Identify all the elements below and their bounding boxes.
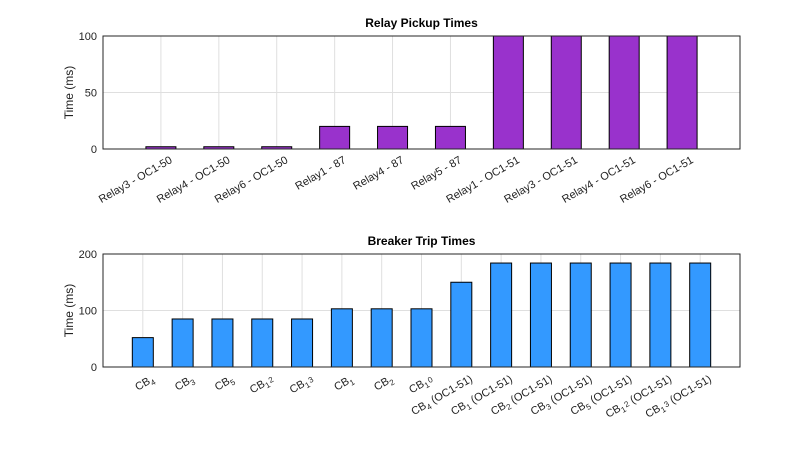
y-axis-label: Time (ms) (62, 284, 76, 338)
bar (434, 125, 466, 150)
x-tick-label: Relay1 - 87 (293, 154, 348, 193)
y-tick-label: 200 (79, 249, 97, 261)
bar (490, 262, 513, 368)
y-tick-label: 0 (91, 362, 97, 374)
bar (689, 262, 712, 368)
chart-title: Breaker Trip Times (368, 234, 476, 248)
y-tick-label: 50 (85, 88, 97, 100)
axes-box (102, 253, 741, 368)
bar (171, 318, 194, 368)
bar (291, 318, 314, 368)
y-tick-label: 100 (79, 306, 97, 318)
x-tick-label: CB4 (133, 373, 158, 395)
bar (649, 262, 672, 368)
bar (608, 35, 640, 150)
bar (529, 262, 552, 368)
x-tick-label: Relay4 - 87 (351, 154, 406, 193)
bar (410, 308, 433, 368)
y-tick-label: 100 (79, 31, 97, 43)
y-tick-label: 0 (91, 144, 97, 156)
bar (450, 281, 473, 368)
bar (377, 125, 409, 150)
bar (131, 337, 154, 368)
bar (370, 308, 393, 368)
bar (666, 35, 698, 150)
bar (211, 318, 234, 368)
chart-title: Relay Pickup Times (365, 16, 478, 30)
x-tick-label: CB1 (332, 373, 357, 395)
bar (569, 262, 592, 368)
x-tick-label: CB13 (288, 373, 317, 398)
x-tick-label: CB3 (173, 373, 198, 395)
bar (550, 35, 582, 150)
bar (319, 125, 351, 150)
bar (330, 308, 353, 368)
y-axis-label: Time (ms) (62, 66, 76, 120)
axes-box (102, 35, 741, 150)
bar (609, 262, 632, 368)
x-tick-label: Relay5 - 87 (409, 154, 464, 193)
x-tick-label: CB12 (248, 373, 277, 398)
x-tick-label: CB2 (372, 373, 397, 395)
bar (251, 318, 274, 368)
bar (492, 35, 524, 150)
x-tick-label: CB5 (213, 373, 238, 395)
